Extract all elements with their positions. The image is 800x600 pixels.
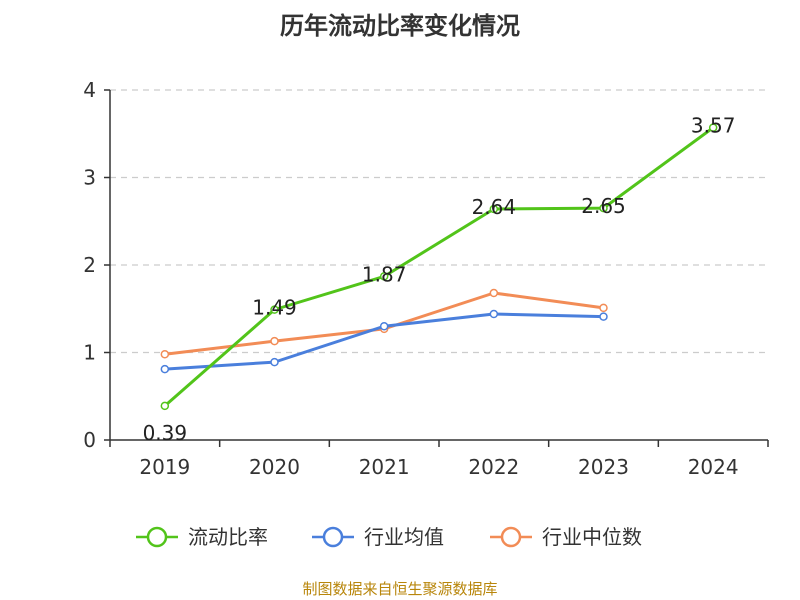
data-point xyxy=(160,401,170,411)
data-point xyxy=(379,322,389,331)
data-label: 1.87 xyxy=(362,262,407,286)
x-tick-label: 2021 xyxy=(359,455,410,479)
legend-label: 流动比率 xyxy=(188,525,268,549)
data-source-note: 制图数据来自恒生聚源数据库 xyxy=(302,580,498,598)
x-tick-label: 2020 xyxy=(249,455,300,479)
y-tick-label: 2 xyxy=(83,253,96,277)
series-line-1 xyxy=(163,126,715,408)
data-point xyxy=(489,288,499,298)
data-point xyxy=(489,309,499,319)
data-label: 1.49 xyxy=(252,296,297,320)
legend-swatch-marker xyxy=(146,526,168,548)
data-label: 3.57 xyxy=(691,114,736,138)
data-point xyxy=(270,357,279,367)
data-point xyxy=(379,272,389,281)
data-point xyxy=(270,305,279,314)
data-point xyxy=(599,203,608,213)
x-tick-label: 2023 xyxy=(578,455,629,479)
data-point xyxy=(708,123,718,132)
data-label: 0.39 xyxy=(143,421,188,445)
data-point xyxy=(270,336,279,346)
data-label: 2.64 xyxy=(472,195,517,219)
legend-swatch-marker xyxy=(500,526,522,548)
data-point xyxy=(489,204,499,214)
legend-label: 行业中位数 xyxy=(542,525,642,549)
data-point xyxy=(599,303,608,313)
chart-title: 历年流动比率变化情况 xyxy=(280,12,520,40)
data-point xyxy=(160,350,170,359)
y-tick-label: 4 xyxy=(83,78,96,102)
data-point xyxy=(160,364,170,374)
data-label: 2.65 xyxy=(581,194,626,218)
legend-label: 行业均值 xyxy=(364,525,444,549)
y-tick-label: 0 xyxy=(83,428,96,452)
x-tick-label: 2024 xyxy=(688,455,739,479)
data-point xyxy=(599,312,608,321)
x-tick-label: 2022 xyxy=(468,455,519,479)
y-tick-label: 3 xyxy=(83,166,96,190)
x-tick-label: 2019 xyxy=(139,455,190,479)
legend-swatch-marker xyxy=(322,526,344,548)
y-tick-label: 1 xyxy=(83,341,96,365)
